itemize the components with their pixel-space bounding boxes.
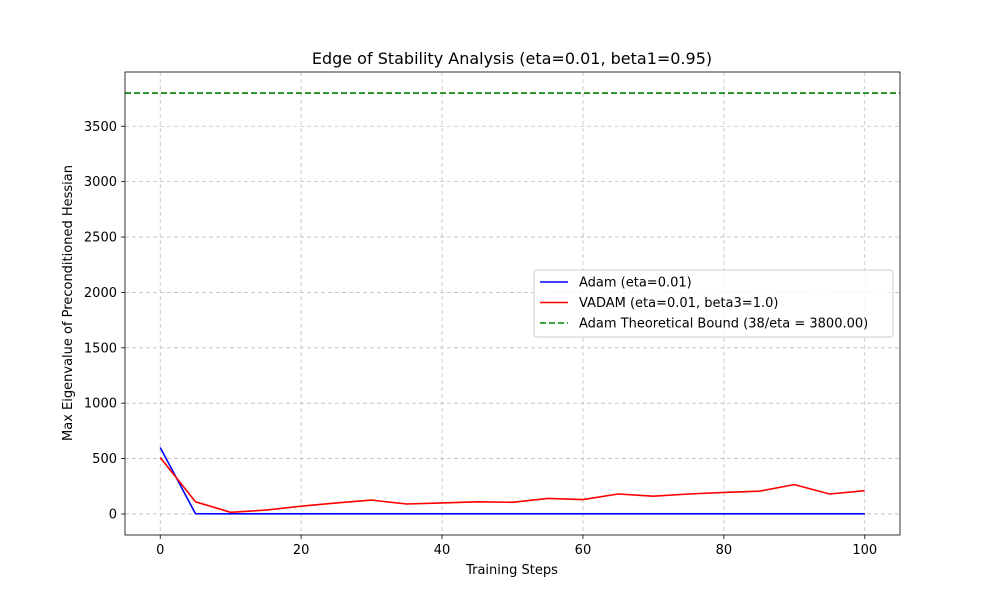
y-axis-label: Max Eigenvalue of Preconditioned Hessian bbox=[61, 165, 76, 441]
x-tick-label: 0 bbox=[156, 543, 164, 558]
x-tick-label: 20 bbox=[293, 543, 310, 558]
plot-area-frame bbox=[124, 71, 901, 536]
y-tick-label: 1500 bbox=[84, 341, 117, 356]
x-tick-label: 60 bbox=[575, 543, 592, 558]
x-tick-label: 100 bbox=[852, 543, 877, 558]
y-tick-label: 3500 bbox=[84, 120, 117, 135]
y-tick-label: 2500 bbox=[84, 231, 117, 246]
series-line-vadam bbox=[159, 457, 865, 514]
legend-box bbox=[533, 269, 894, 338]
legend-label: Adam (eta=0.01) bbox=[579, 276, 692, 291]
y-tick-label: 0 bbox=[109, 507, 117, 522]
x-tick-label: 40 bbox=[434, 543, 451, 558]
series-line-adam bbox=[159, 447, 865, 515]
y-tick-label: 500 bbox=[92, 452, 117, 467]
series-layer bbox=[125, 92, 900, 515]
y-tick-label: 1000 bbox=[84, 397, 117, 412]
y-tick-label: 3000 bbox=[84, 175, 117, 190]
legend-label: VADAM (eta=0.01, beta3=1.0) bbox=[579, 296, 778, 311]
chart-title: Edge of Stability Analysis (eta=0.01, be… bbox=[312, 49, 712, 68]
legend: Adam (eta=0.01) VADAM (eta=0.01, beta3=1.… bbox=[533, 269, 894, 338]
x-tick-label: 80 bbox=[716, 543, 733, 558]
legend-label: Adam Theoretical Bound (38/eta = 3800.00… bbox=[579, 317, 868, 332]
y-tick-label: 2000 bbox=[84, 286, 117, 301]
x-axis-label: Training Steps bbox=[465, 563, 558, 578]
